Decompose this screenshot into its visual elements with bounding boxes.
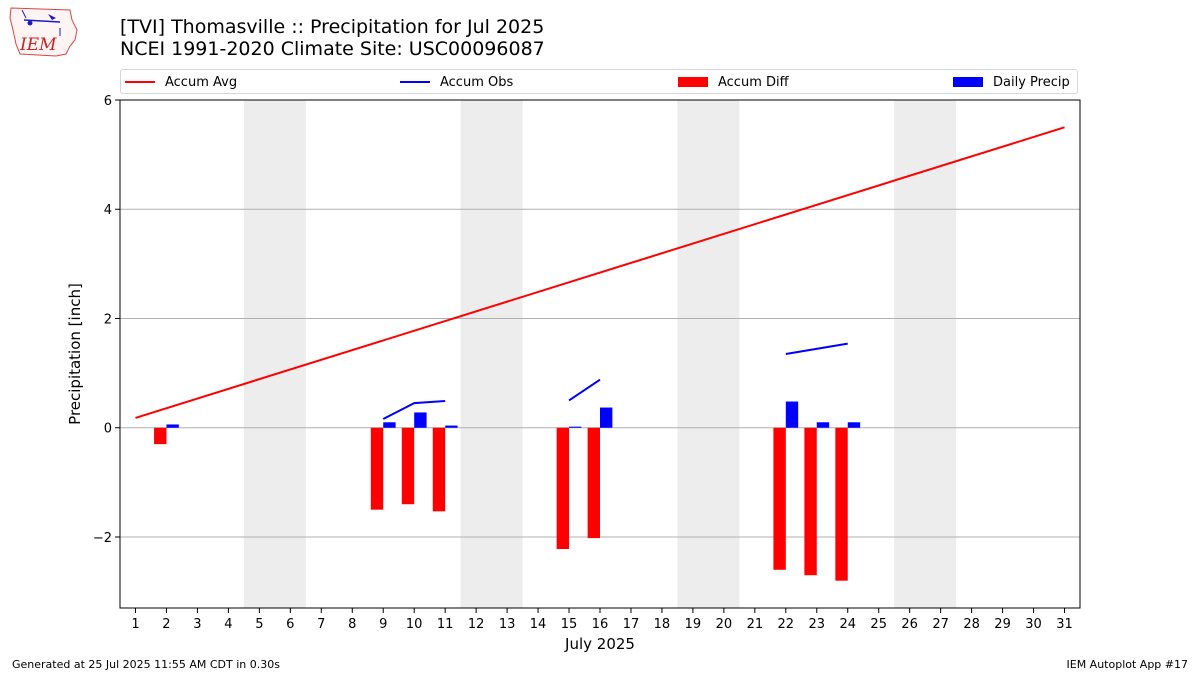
x-tick-label: 25	[870, 617, 887, 632]
legend-label: Daily Precip	[993, 74, 1070, 90]
x-tick-label: 22	[778, 617, 795, 632]
daily-precip-bar	[569, 426, 582, 428]
chart-title: [TVI] Thomasville :: Precipitation for J…	[120, 16, 545, 60]
y-tick-label: 6	[104, 94, 112, 109]
legend-label: Accum Diff	[718, 74, 789, 90]
legend-swatch	[678, 77, 708, 87]
weekend-shade	[243, 100, 306, 608]
weekend-shade	[894, 100, 957, 608]
daily-precip-bar	[445, 425, 458, 428]
x-tick-label: 20	[716, 617, 733, 632]
footer-generated: Generated at 25 Jul 2025 11:55 AM CDT in…	[12, 658, 280, 671]
x-tick-label: 19	[685, 617, 702, 632]
x-tick-label: 11	[437, 617, 454, 632]
legend-swatch	[125, 81, 155, 83]
daily-precip-bar	[847, 422, 861, 428]
daily-precip-bar	[785, 401, 799, 428]
x-tick-label: 15	[561, 617, 578, 632]
logo-text: IEM	[19, 35, 57, 55]
daily-precip-bar	[383, 422, 396, 428]
x-tick-label: 14	[530, 617, 547, 632]
daily-precip-bar	[166, 424, 179, 428]
x-tick-label: 6	[286, 617, 294, 632]
y-tick-label: 4	[104, 203, 112, 218]
legend-item-accum-diff: Accum Diff	[678, 74, 789, 90]
x-tick-label: 23	[809, 617, 826, 632]
x-tick-label: 16	[592, 617, 609, 632]
accum-diff-bar	[804, 427, 817, 576]
legend-swatch	[400, 81, 430, 83]
title-line-1: [TVI] Thomasville :: Precipitation for J…	[120, 16, 545, 38]
x-tick-label: 29	[994, 617, 1011, 632]
weekend-shade	[460, 100, 523, 608]
accum-diff-bar	[432, 427, 446, 512]
x-tick-label: 24	[839, 617, 856, 632]
title-line-2: NCEI 1991-2020 Climate Site: USC00096087	[120, 38, 545, 60]
y-tick-label: 2	[104, 312, 112, 327]
x-tick-label: 1	[131, 617, 139, 632]
accum-diff-bar	[587, 427, 600, 539]
y-tick-label: 0	[104, 422, 112, 437]
x-tick-label: 31	[1056, 617, 1073, 632]
x-tick-label: 3	[193, 617, 201, 632]
x-tick-label: 5	[255, 617, 263, 632]
accum-obs-line	[785, 342, 848, 355]
x-tick-label: 27	[932, 617, 949, 632]
x-tick-label: 2	[162, 617, 170, 632]
accum-diff-bar	[401, 427, 415, 505]
x-tick-label: 4	[224, 617, 232, 632]
y-axis-label: Precipitation [inch]	[66, 283, 84, 425]
x-tick-label: 9	[379, 617, 387, 632]
x-tick-label: 30	[1025, 617, 1042, 632]
x-axis-label: July 2025	[564, 635, 635, 653]
legend-swatch	[953, 77, 983, 87]
x-tick-label: 18	[654, 617, 671, 632]
accum-diff-bar	[154, 427, 167, 445]
accum-diff-bar	[370, 427, 384, 510]
legend-item-daily-precip: Daily Precip	[953, 74, 1070, 90]
x-tick-label: 10	[406, 617, 423, 632]
x-tick-label: 7	[317, 617, 325, 632]
accum-diff-bar	[556, 427, 570, 550]
x-tick-label: 26	[901, 617, 918, 632]
accum-obs-line	[382, 399, 446, 420]
footer-app: IEM Autoplot App #17	[1066, 658, 1189, 671]
accum-avg-line	[135, 126, 1065, 419]
legend: Accum Avg Accum Obs Accum Diff Daily Pre…	[120, 69, 1078, 94]
accum-diff-bar	[773, 427, 786, 570]
x-tick-label: 12	[468, 617, 485, 632]
daily-precip-bar	[600, 407, 613, 428]
legend-label: Accum Obs	[440, 74, 514, 90]
weekend-shade	[677, 100, 740, 608]
accum-diff-bar	[835, 427, 848, 581]
y-tick-label: −2	[93, 531, 112, 546]
legend-label: Accum Avg	[165, 74, 238, 90]
x-tick-label: 13	[499, 617, 516, 632]
x-tick-label: 8	[348, 617, 356, 632]
x-tick-label: 28	[963, 617, 980, 632]
x-tick-label: 17	[623, 617, 640, 632]
accum-obs-line	[568, 378, 601, 402]
legend-item-accum-avg: Accum Avg	[125, 74, 237, 90]
iem-logo: IEM	[9, 7, 78, 57]
legend-item-accum-obs: Accum Obs	[400, 74, 513, 90]
daily-precip-bar	[414, 412, 427, 428]
daily-precip-bar	[816, 422, 830, 428]
x-tick-label: 21	[747, 617, 764, 632]
